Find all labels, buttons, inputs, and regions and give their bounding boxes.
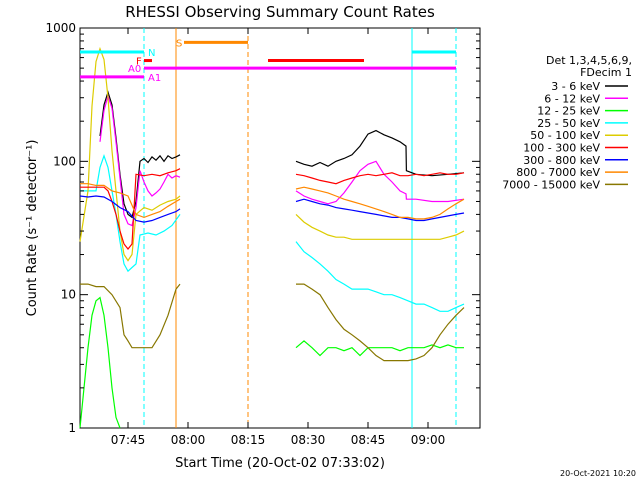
legend-entry-label-8: 7000 - 15000 keV xyxy=(502,178,600,191)
series-2-segment-1 xyxy=(295,340,464,357)
series-2-segment-0 xyxy=(79,296,121,429)
chart-title: RHESSI Observing Summary Count Rates xyxy=(125,3,435,21)
legend-entry-label-3: 25 - 50 keV xyxy=(537,117,600,130)
series-3-segment-0 xyxy=(80,153,181,273)
series-5-segment-1 xyxy=(295,172,465,185)
y-axis-label: Count Rate (s⁻¹ detector⁻¹) xyxy=(25,140,40,317)
x-tick-label-0: 07:45 xyxy=(111,433,146,447)
legend-entry-label-2: 12 - 25 keV xyxy=(537,105,600,118)
status-bar-label-6: A1 xyxy=(148,73,161,84)
x-tick-label-5: 09:00 xyxy=(411,433,446,447)
x-tick-label-1: 08:00 xyxy=(171,433,206,447)
legend-title-line-0: Det 1,3,4,5,6,9, xyxy=(546,54,632,67)
legend-entry-label-4: 50 - 100 keV xyxy=(530,129,600,142)
y-tick-label-0: 1 xyxy=(68,421,76,435)
series-7-segment-0 xyxy=(80,183,181,219)
y-tick-label-1: 10 xyxy=(61,288,76,302)
series-5-segment-0 xyxy=(80,168,181,250)
series-3-segment-1 xyxy=(295,241,465,312)
series-7-segment-1 xyxy=(295,186,465,220)
x-axis-ticks: 07:45 08:00 08:15 08:30 08:45 09:00 xyxy=(111,28,446,447)
legend-entry-label-7: 800 - 7000 keV xyxy=(516,166,600,179)
series-6-segment-0 xyxy=(79,195,181,223)
x-tick-label-4: 08:45 xyxy=(351,433,386,447)
legend-title-line-1: FDecim 1 xyxy=(580,66,632,79)
footer-timestamp: 20-Oct-2021 10:20 xyxy=(560,469,636,478)
x-tick-label-3: 08:30 xyxy=(291,433,326,447)
legend-entry-label-5: 100 - 300 keV xyxy=(523,142,600,155)
series-6-segment-1 xyxy=(295,198,465,222)
series-1-segment-0 xyxy=(99,93,181,227)
x-tick-label-2: 08:15 xyxy=(231,433,266,447)
legend-entry-label-1: 6 - 12 keV xyxy=(544,92,600,105)
plot-area: S FN A0 A1 xyxy=(79,27,481,429)
legend-entry-label-0: 3 - 6 keV xyxy=(551,80,600,93)
series-4-segment-1 xyxy=(295,213,465,240)
legend-entry-label-6: 300 - 800 keV xyxy=(523,154,600,167)
x-axis-label: Start Time (20-Oct-02 07:33:02) xyxy=(175,456,385,471)
y-tick-label-2: 100 xyxy=(53,154,76,168)
series-8-segment-1 xyxy=(296,283,465,362)
y-tick-label-3: 1000 xyxy=(45,21,76,35)
series-1-segment-1 xyxy=(295,160,465,205)
status-bar-label-2: F xyxy=(136,57,142,68)
y-axis-ticks: 1 10 100 1000 xyxy=(45,21,480,435)
status-bar-label-0: S xyxy=(176,38,182,49)
series-4-segment-0 xyxy=(79,46,181,262)
series-8-segment-0 xyxy=(80,283,181,349)
plot-frame xyxy=(79,27,481,429)
status-bar-label-5: A0 xyxy=(128,64,141,75)
status-bar-label-3: N xyxy=(148,48,155,59)
series-0-segment-1 xyxy=(295,129,465,177)
